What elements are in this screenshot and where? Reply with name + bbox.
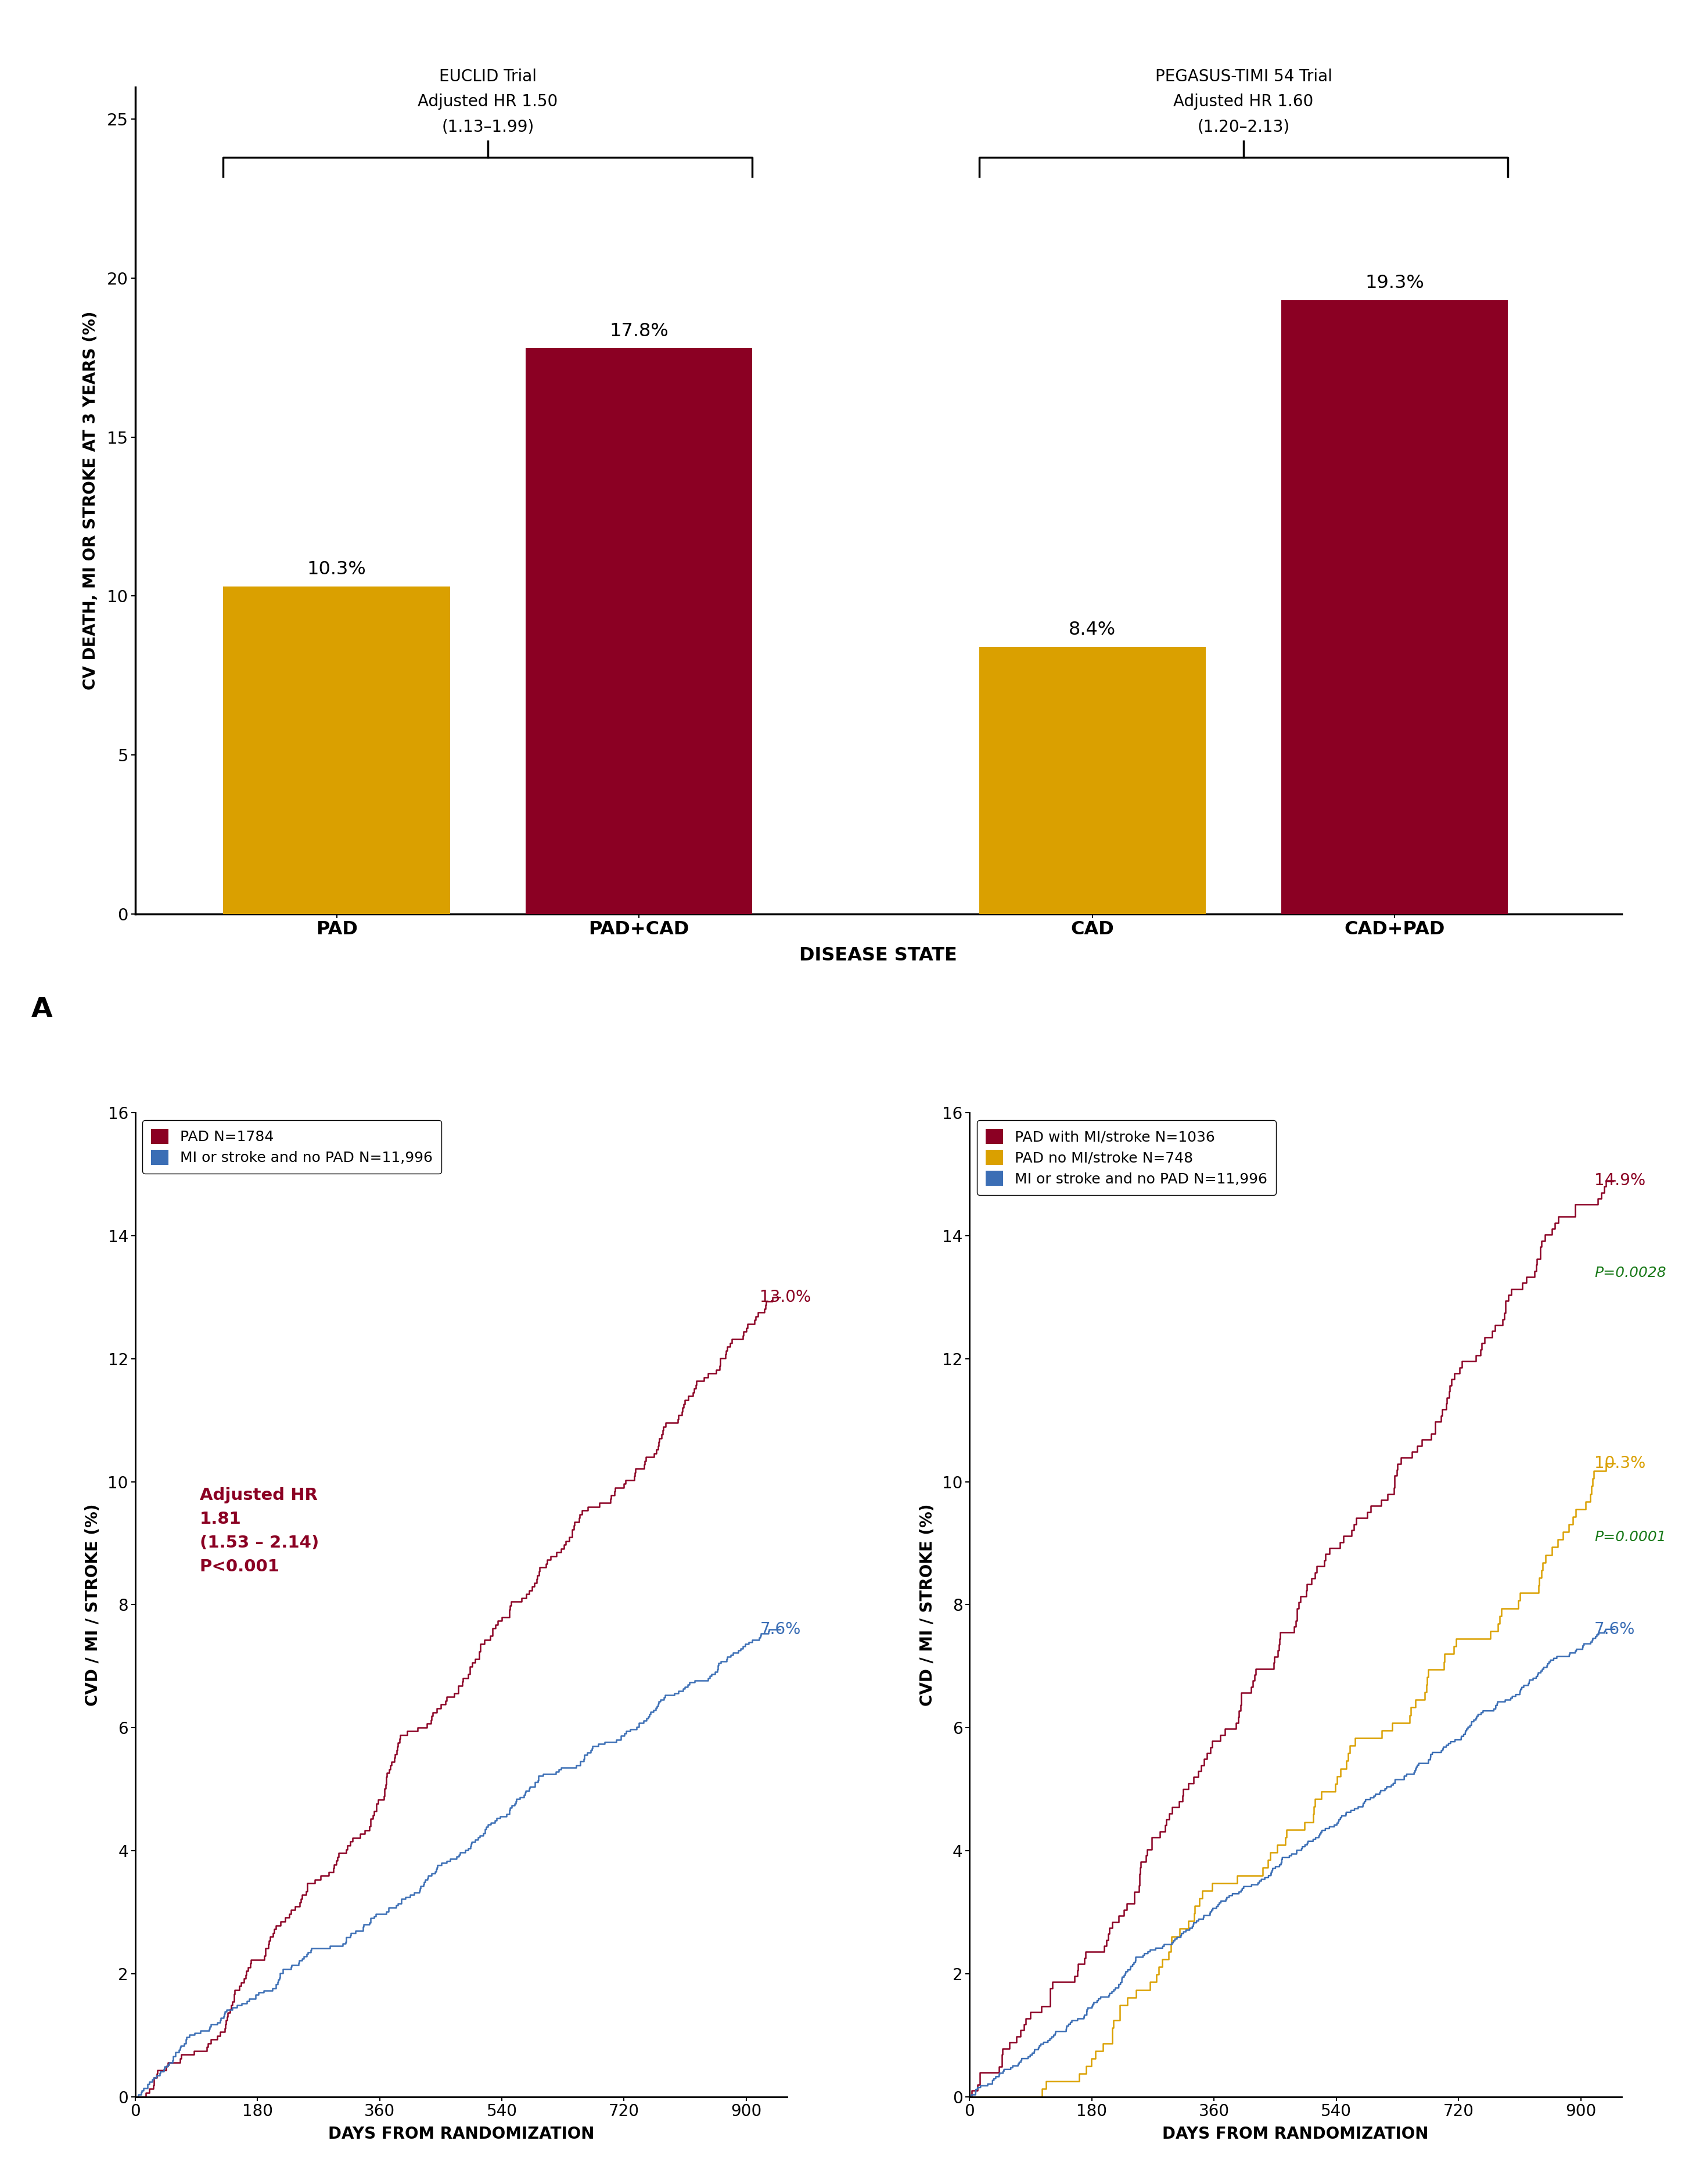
Text: 7.6%: 7.6% — [1594, 1621, 1635, 1638]
Bar — [1282, 301, 1508, 913]
Y-axis label: CVD / MI / STROKE (%): CVD / MI / STROKE (%) — [919, 1503, 936, 1706]
Bar — [223, 585, 449, 913]
X-axis label: DAYS FROM RANDOMIZATION: DAYS FROM RANDOMIZATION — [328, 2127, 595, 2143]
Text: Adjusted HR
1.81
(1.53 – 2.14)
P<0.001: Adjusted HR 1.81 (1.53 – 2.14) P<0.001 — [199, 1487, 319, 1575]
Bar — [980, 646, 1206, 913]
Y-axis label: CVD / MI / STROKE (%): CVD / MI / STROKE (%) — [84, 1503, 101, 1706]
Legend: PAD N=1784, MI or stroke and no PAD N=11,996: PAD N=1784, MI or stroke and no PAD N=11… — [142, 1120, 441, 1173]
Text: EUCLID Trial
Adjusted HR 1.50
(1.13–1.99): EUCLID Trial Adjusted HR 1.50 (1.13–1.99… — [417, 68, 557, 135]
Text: 17.8%: 17.8% — [610, 321, 669, 341]
Text: 10.3%: 10.3% — [1594, 1455, 1645, 1472]
Bar — [525, 347, 752, 913]
Text: 7.6%: 7.6% — [760, 1621, 801, 1638]
X-axis label: DISEASE STATE: DISEASE STATE — [799, 946, 958, 965]
Text: A: A — [30, 996, 52, 1022]
Text: PEGASUS-TIMI 54 Trial
Adjusted HR 1.60
(1.20–2.13): PEGASUS-TIMI 54 Trial Adjusted HR 1.60 (… — [1155, 68, 1333, 135]
Text: 14.9%: 14.9% — [1594, 1173, 1645, 1188]
Text: P=0.0001: P=0.0001 — [1594, 1531, 1665, 1544]
Text: 10.3%: 10.3% — [307, 561, 367, 579]
Text: 13.0%: 13.0% — [760, 1289, 811, 1306]
Y-axis label: CV DEATH, MI OR STROKE AT 3 YEARS (%): CV DEATH, MI OR STROKE AT 3 YEARS (%) — [83, 310, 98, 690]
Text: 8.4%: 8.4% — [1069, 620, 1116, 638]
Text: 19.3%: 19.3% — [1365, 275, 1424, 293]
Legend: PAD with MI/stroke N=1036, PAD no MI/stroke N=748, MI or stroke and no PAD N=11,: PAD with MI/stroke N=1036, PAD no MI/str… — [976, 1120, 1275, 1195]
X-axis label: DAYS FROM RANDOMIZATION: DAYS FROM RANDOMIZATION — [1162, 2127, 1429, 2143]
Text: P=0.0028: P=0.0028 — [1594, 1267, 1665, 1280]
